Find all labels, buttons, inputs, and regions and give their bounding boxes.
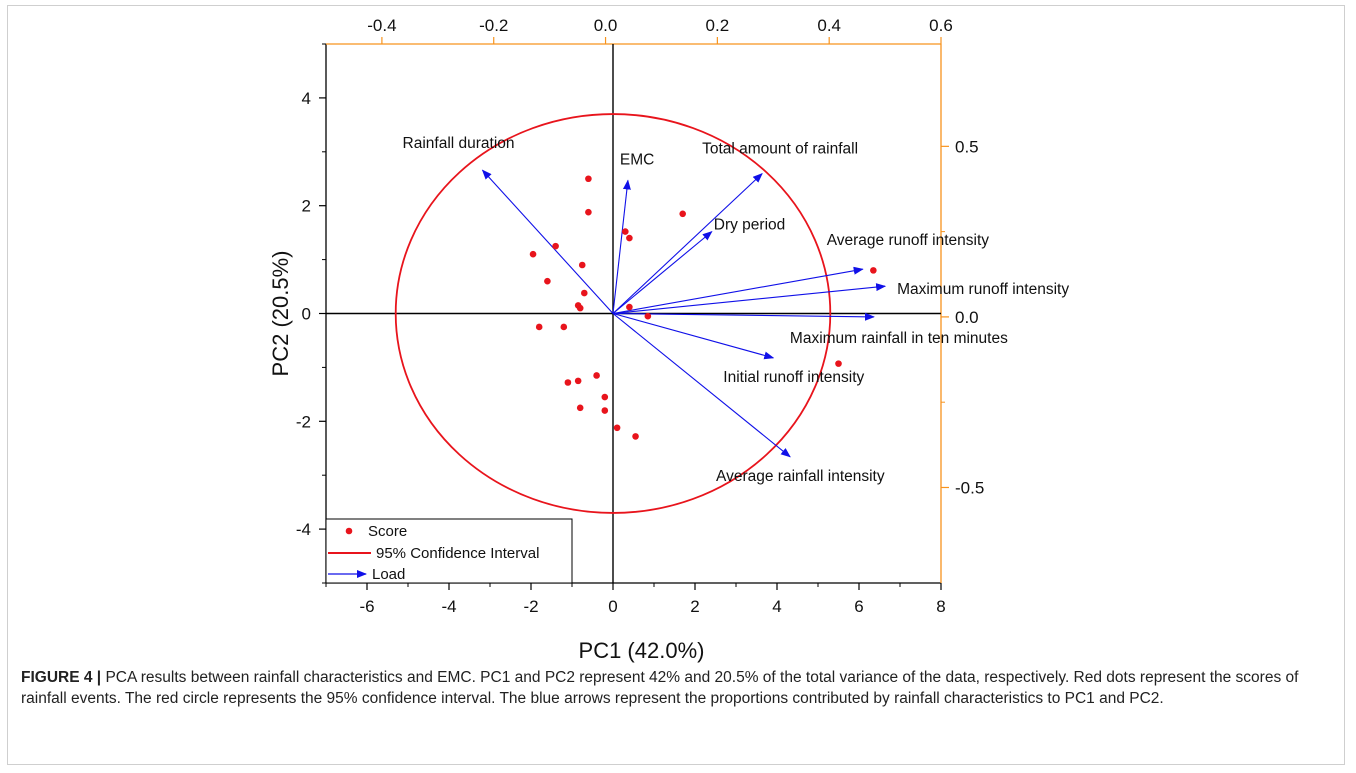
score-point (622, 228, 629, 235)
legend-score-label: Score (368, 523, 407, 540)
score-point (626, 234, 633, 242)
loading-label: Maximum runoff intensity (897, 281, 1069, 298)
x-tick-label: 8 (936, 597, 945, 616)
y-axis-title: PC2 (20.5%) (268, 251, 293, 377)
x2-tick-label: 0.0 (594, 16, 618, 35)
pca-biplot: -6 -4 -2 0 2 4 6 8 -4 -2 0 2 4 -0.4 -0.2 0.0 0.2 0.4 0.6 0.… (268, 16, 1069, 663)
x-tick-label: -2 (523, 597, 538, 616)
score-point (870, 267, 877, 274)
loading-arrow (481, 169, 614, 314)
score-point (564, 379, 572, 386)
loading-label: Total amount of rainfall (702, 141, 858, 158)
score-point (552, 242, 559, 250)
x-tick-label: -6 (359, 597, 374, 616)
score-point (535, 323, 543, 331)
x-tick-label: 4 (772, 597, 781, 616)
score-point (585, 175, 592, 183)
x-tick-label: 0 (608, 597, 617, 616)
x-axis-title: PC1 (42.0%) (579, 638, 705, 663)
score-point (593, 372, 600, 379)
y-tick-label: -2 (296, 412, 311, 431)
legend-score-marker (345, 527, 353, 535)
x2-tick-label: -0.2 (479, 16, 508, 35)
y2-tick-label: 0.0 (955, 308, 979, 327)
loading-arrow (612, 283, 887, 315)
score-point (613, 424, 621, 432)
score-point (578, 261, 586, 269)
score-point (632, 433, 639, 440)
score-point (576, 304, 584, 312)
y-tick-label: 4 (302, 89, 311, 108)
x2-tick-label: 0.4 (817, 16, 841, 35)
loading-arrow (612, 312, 875, 321)
score-point (601, 393, 609, 401)
score-point (585, 208, 592, 216)
legend-load-label: Load (372, 566, 405, 583)
x-tick-label: 6 (854, 597, 863, 616)
figure-caption: FIGURE 4 | PCA results between rainfall … (21, 667, 1331, 709)
x2-tick-label: 0.2 (706, 16, 730, 35)
score-point (574, 377, 582, 385)
score-point (601, 407, 609, 414)
loading-label: Rainfall duration (403, 135, 515, 152)
score-point (835, 360, 842, 367)
score-point (544, 277, 551, 285)
legend-ci-label: 95% Confidence Interval (376, 545, 539, 562)
figure-label: FIGURE 4 | (21, 669, 102, 686)
loading-label: Dry period (714, 217, 786, 234)
loading-label: EMC (620, 151, 654, 168)
score-point (679, 210, 686, 218)
y2-tick-label: -0.5 (955, 478, 984, 497)
y2-tick-label: 0.5 (955, 137, 979, 156)
x-tick-label: 2 (690, 597, 699, 616)
y-tick-label: 0 (302, 305, 311, 324)
x2-tick-label: 0.6 (929, 16, 953, 35)
caption-text: PCA results between rainfall characteris… (21, 669, 1299, 707)
x2-tick-label: -0.4 (367, 16, 396, 35)
loading-arrow (612, 179, 631, 314)
score-point (576, 404, 584, 412)
score-point (581, 289, 588, 297)
score-point (529, 250, 537, 258)
loading-arrow (612, 266, 864, 315)
figure-frame (7, 5, 1345, 765)
loading-label: Initial runoff intensity (723, 369, 864, 386)
score-point (644, 312, 652, 320)
confidence-ellipse (394, 113, 832, 514)
loading-label: Maximum rainfall in ten minutes (790, 330, 1008, 347)
loading-label: Average rainfall intensity (716, 468, 885, 485)
loading-label: Average runoff intensity (827, 232, 990, 249)
loading-arrow (612, 230, 713, 314)
loading-arrow (612, 313, 791, 458)
x-tick-label: -4 (441, 597, 456, 616)
y-tick-label: -4 (296, 520, 311, 539)
y-tick-label: 2 (302, 197, 311, 216)
score-point (626, 303, 633, 311)
loading-arrow (612, 312, 775, 360)
score-point (560, 323, 568, 331)
legend-box (325, 518, 573, 584)
loading-arrow (612, 172, 763, 314)
